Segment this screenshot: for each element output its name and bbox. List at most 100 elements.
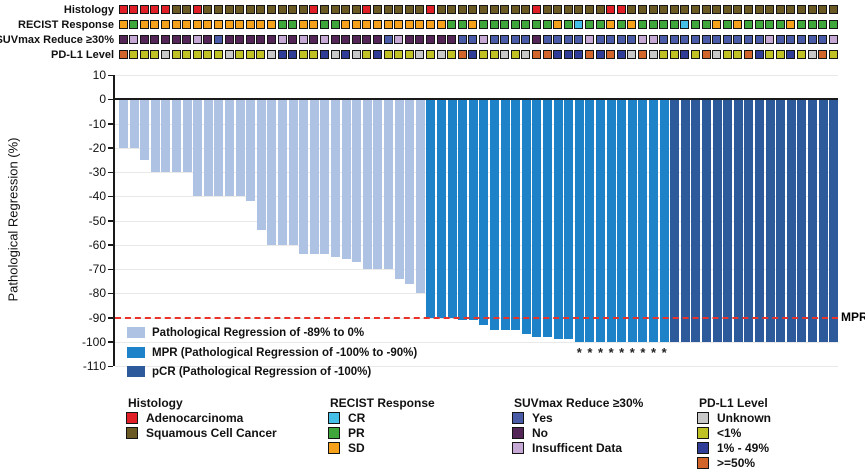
waterfall-bar	[574, 100, 584, 342]
asterisk-marker: *	[619, 344, 625, 360]
track-cell-suvmax	[542, 35, 552, 44]
track-cell-pdl1	[669, 50, 679, 59]
waterfall-bar	[299, 100, 309, 255]
track-cell-histology	[192, 5, 202, 14]
legend-swatch	[126, 412, 138, 424]
track-cell-pdl1	[807, 50, 817, 59]
track-cell-histology	[680, 5, 690, 14]
track-cell-recist	[595, 20, 605, 29]
track-cell-suvmax	[733, 35, 743, 44]
waterfall-bar	[447, 100, 457, 318]
track-cell-suvmax	[818, 35, 828, 44]
y-tick-mark	[108, 220, 113, 222]
track-cell-recist	[203, 20, 213, 29]
track-cell-recist	[531, 20, 541, 29]
track-cell-pdl1	[372, 50, 382, 59]
gridline	[115, 341, 838, 343]
legend-item-label: <1%	[717, 426, 742, 440]
waterfall-bar	[256, 100, 266, 231]
y-axis-title: Pathological Regression (%)	[5, 137, 21, 302]
track-cell-pdl1	[786, 50, 796, 59]
track-cell-recist	[542, 20, 552, 29]
track-cell-recist	[277, 20, 287, 29]
legend-item-label: 1% - 49%	[717, 441, 770, 455]
legend-swatch	[328, 427, 340, 439]
y-tick-label: -50	[88, 213, 106, 228]
track-cell-recist	[690, 20, 700, 29]
track-cell-suvmax	[203, 35, 213, 44]
track-cell-suvmax	[277, 35, 287, 44]
asterisk-marker: *	[576, 344, 582, 360]
track-cell-histology	[722, 5, 732, 14]
waterfall-bar	[606, 100, 616, 342]
chart-legend-label: pCR (Pathological Regression of -100%)	[152, 366, 372, 378]
track-cell-suvmax	[669, 35, 679, 44]
track-cell-suvmax	[606, 35, 616, 44]
track-cell-pdl1	[775, 50, 785, 59]
track-cell-recist	[330, 20, 340, 29]
waterfall-bar	[670, 100, 680, 342]
track-label-suvmax: SUVmax Reduce ≥30%	[0, 34, 114, 46]
track-cell-recist	[669, 20, 679, 29]
asterisk-marker: *	[661, 344, 667, 360]
track-cell-recist	[627, 20, 637, 29]
track-cell-histology	[266, 5, 276, 14]
track-cell-pdl1	[743, 50, 753, 59]
waterfall-bar	[723, 100, 733, 342]
track-cell-pdl1	[765, 50, 775, 59]
track-cell-histology	[182, 5, 192, 14]
track-cell-histology	[701, 5, 711, 14]
waterfall-bar	[490, 100, 499, 330]
gridline	[115, 75, 838, 76]
track-cell-pdl1	[489, 50, 499, 59]
track-cell-histology	[330, 5, 340, 14]
waterfall-bar	[362, 100, 372, 269]
waterfall-bar	[235, 100, 245, 197]
waterfall-bar	[458, 100, 468, 320]
track-cell-recist	[712, 20, 722, 29]
track-cell-suvmax	[722, 35, 732, 44]
track-cell-histology	[150, 5, 160, 14]
track-cell-suvmax	[627, 35, 637, 44]
track-cell-pdl1	[118, 50, 128, 59]
track-cell-histology	[478, 5, 488, 14]
waterfall-bar	[543, 100, 552, 337]
track-cell-suvmax	[712, 35, 722, 44]
track-cell-pdl1	[203, 50, 213, 59]
track-cell-suvmax	[298, 35, 308, 44]
track-cell-histology	[319, 5, 329, 14]
waterfall-bar	[776, 100, 786, 342]
track-cell-recist	[489, 20, 499, 29]
track-cell-histology	[489, 5, 499, 14]
track-cell-suvmax	[139, 35, 149, 44]
legend-group-title: PD-L1 Level	[699, 396, 768, 410]
track-cell-recist	[828, 20, 838, 29]
asterisk-marker: *	[650, 344, 657, 360]
waterfall-bar	[225, 100, 234, 197]
track-cell-suvmax	[595, 35, 605, 44]
track-cell-pdl1	[171, 50, 181, 59]
waterfall-bar	[203, 100, 213, 197]
track-cell-histology	[510, 5, 520, 14]
y-tick-label: -30	[88, 165, 106, 179]
waterfall-bar	[405, 100, 415, 284]
waterfall-bar	[744, 100, 754, 342]
track-cell-suvmax	[563, 35, 573, 44]
waterfall-bar	[649, 100, 658, 342]
track-cell-pdl1	[266, 50, 276, 59]
track-cell-suvmax	[150, 35, 160, 44]
track-cell-pdl1	[616, 50, 626, 59]
track-cell-pdl1	[362, 50, 372, 59]
track-cell-pdl1	[288, 50, 298, 59]
y-tick-label: -10	[88, 116, 106, 131]
track-cell-recist	[319, 20, 329, 29]
y-tick-label: -40	[88, 189, 106, 204]
track-cell-pdl1	[712, 50, 722, 59]
track-cell-recist	[182, 20, 192, 29]
track-cell-suvmax	[309, 35, 319, 44]
legend-swatch	[512, 427, 524, 439]
track-cell-histology	[224, 5, 234, 14]
track-cell-histology	[404, 5, 414, 14]
track-cell-recist	[341, 20, 351, 29]
y-tick-mark	[108, 317, 113, 319]
